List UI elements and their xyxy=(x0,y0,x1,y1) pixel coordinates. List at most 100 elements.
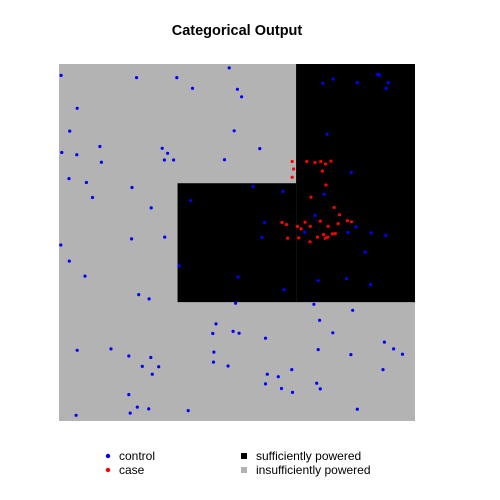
control-point-86 xyxy=(290,368,294,372)
control-point-60 xyxy=(234,301,238,305)
control-point-63 xyxy=(351,308,355,312)
case-point-14 xyxy=(326,224,330,228)
control-point-58 xyxy=(137,293,141,297)
control-point-74 xyxy=(211,331,215,336)
control-point-80 xyxy=(140,364,144,368)
control-point-85 xyxy=(263,382,268,386)
control-point-67 xyxy=(263,336,268,340)
control-point-16 xyxy=(232,129,236,133)
case-point-2 xyxy=(305,159,309,164)
control-point-37 xyxy=(322,192,326,196)
control-point-21 xyxy=(75,153,79,157)
case-point-8 xyxy=(290,175,294,179)
control-point-44 xyxy=(303,230,307,234)
control-point-49 xyxy=(384,233,388,237)
control-point-28 xyxy=(349,170,353,175)
control-point-96 xyxy=(279,386,284,391)
control-point-4 xyxy=(235,87,239,91)
control-point-18 xyxy=(98,144,102,149)
control-point-87 xyxy=(276,375,280,379)
case-point-31 xyxy=(323,236,327,240)
case-point-19 xyxy=(284,223,289,227)
control-point-5 xyxy=(190,86,195,90)
legend-label-insufficiently-powered: insufficiently powered xyxy=(256,463,371,477)
control-point-30 xyxy=(84,180,88,185)
plot-area xyxy=(59,64,415,421)
control-point-50 xyxy=(363,250,367,254)
legend-label-case: case xyxy=(119,463,145,477)
control-point-76 xyxy=(226,364,230,368)
control-point-41 xyxy=(130,237,134,241)
control-point-34 xyxy=(189,199,193,203)
case-point-21 xyxy=(299,227,303,231)
control-point-83 xyxy=(211,360,216,364)
control-point-91 xyxy=(127,393,131,397)
control-point-100 xyxy=(74,413,78,417)
control-point-46 xyxy=(346,230,350,235)
control-point-90 xyxy=(400,352,405,356)
control-point-92 xyxy=(135,405,139,409)
control-point-7 xyxy=(240,95,244,99)
control-point-32 xyxy=(90,195,95,200)
control-point-98 xyxy=(318,387,322,391)
control-point-35 xyxy=(251,184,255,189)
control-point-57 xyxy=(368,283,373,287)
control-point-13 xyxy=(355,81,359,85)
control-point-42 xyxy=(163,235,167,239)
legend-marker-case xyxy=(105,467,111,473)
region-sufficiently-powered-0 xyxy=(296,64,415,303)
control-point-19 xyxy=(160,146,164,150)
control-point-47 xyxy=(354,225,358,229)
chart-title: Categorical Output xyxy=(172,23,303,39)
case-point-17 xyxy=(350,220,354,224)
control-point-1 xyxy=(135,76,139,80)
control-point-88 xyxy=(315,381,319,385)
case-point-1 xyxy=(292,167,296,171)
control-point-93 xyxy=(128,411,132,415)
legend-swatch-insufficiently-powered xyxy=(241,467,247,473)
control-point-72 xyxy=(127,354,131,358)
case-point-20 xyxy=(295,224,300,228)
case-point-32 xyxy=(330,232,334,236)
control-point-52 xyxy=(177,264,181,268)
control-point-70 xyxy=(75,348,79,352)
case-point-22 xyxy=(303,220,307,224)
control-point-78 xyxy=(382,340,386,344)
control-point-11 xyxy=(331,77,335,81)
control-point-33 xyxy=(149,206,153,210)
case-point-28 xyxy=(308,224,312,228)
case-point-26 xyxy=(333,232,337,236)
case-point-12 xyxy=(337,213,342,217)
control-point-45 xyxy=(260,235,264,240)
control-point-17 xyxy=(325,132,329,136)
control-point-36 xyxy=(281,189,285,193)
control-point-23 xyxy=(166,151,170,155)
case-point-23 xyxy=(286,236,290,240)
control-point-62 xyxy=(318,318,322,322)
control-point-39 xyxy=(59,243,63,247)
control-point-82 xyxy=(157,365,161,369)
case-point-9 xyxy=(324,183,328,187)
case-point-16 xyxy=(345,219,349,223)
control-point-97 xyxy=(290,390,295,394)
control-point-48 xyxy=(369,231,373,235)
control-point-29 xyxy=(67,177,71,181)
control-point-95 xyxy=(186,409,190,413)
region-sufficiently-powered-1 xyxy=(177,183,297,303)
control-point-14 xyxy=(384,86,388,90)
control-point-56 xyxy=(345,277,349,281)
control-point-77 xyxy=(349,353,353,357)
control-point-99 xyxy=(355,407,359,411)
control-point-65 xyxy=(231,329,235,333)
control-point-24 xyxy=(162,158,166,162)
control-point-38 xyxy=(313,213,317,217)
case-point-29 xyxy=(326,235,330,239)
control-point-2 xyxy=(175,76,179,80)
control-point-15 xyxy=(68,129,72,133)
control-point-26 xyxy=(222,158,227,162)
control-point-79 xyxy=(392,347,396,351)
control-point-53 xyxy=(236,275,240,279)
legend-marker-control xyxy=(105,453,111,459)
control-point-55 xyxy=(282,288,286,292)
